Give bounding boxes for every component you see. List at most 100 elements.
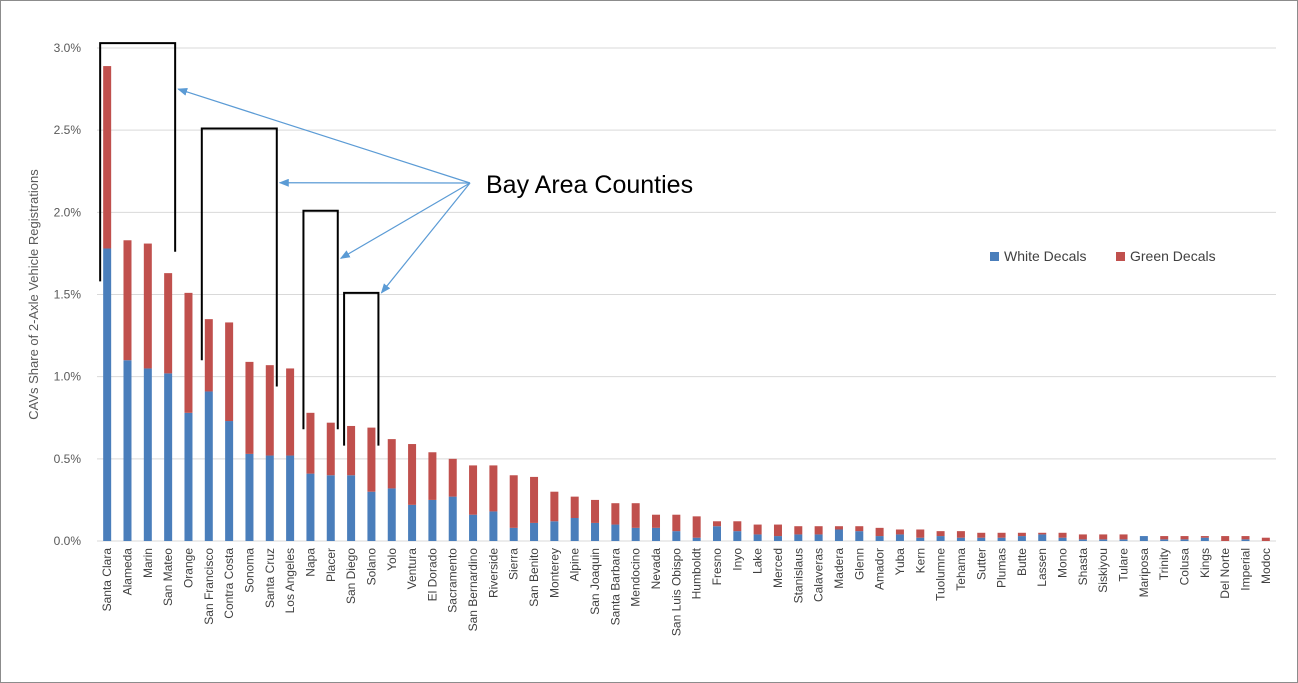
bar-green-yuba: [896, 529, 904, 534]
bar-white-ventura: [408, 505, 416, 541]
annotation-bay-area-counties: Bay Area Counties: [486, 171, 693, 199]
x-tick-label: Kings: [1198, 548, 1212, 578]
bar-white-los-angeles: [286, 456, 294, 541]
bar-white-marin: [144, 368, 152, 541]
bar-green-imperial: [1242, 536, 1250, 539]
bar-white-siskiyou: [1099, 539, 1107, 541]
bar-white-sutter: [977, 538, 985, 541]
x-tick-label: Napa: [303, 548, 317, 577]
x-tick-label: Inyo: [730, 548, 744, 571]
x-tick-label: Alameda: [120, 548, 134, 596]
x-tick-label: Tehama: [954, 548, 968, 591]
legend-label-green: Green Decals: [1130, 248, 1216, 264]
x-tick-label: Shasta: [1076, 548, 1090, 586]
bar-white-butte: [1018, 536, 1026, 541]
annotation-arrow-3: [341, 183, 470, 258]
bar-green-sonoma: [245, 362, 253, 454]
bar-white-imperial: [1242, 539, 1250, 541]
bar-green-fresno: [713, 521, 721, 526]
bar-white-trinity: [1160, 539, 1168, 541]
legend-swatch-green: [1116, 252, 1125, 261]
bar-white-stanislaus: [794, 534, 802, 541]
bar-white-inyo: [733, 531, 741, 541]
y-tick-label: 3.0%: [54, 41, 82, 55]
legend: White Decals Green Decals: [990, 248, 1216, 264]
x-tick-label: San Benito: [527, 548, 541, 607]
bracket-1: [100, 43, 175, 281]
x-tick-label: San Diego: [344, 548, 358, 604]
bar-white-sonoma: [245, 454, 253, 541]
x-tick-label: Siskiyou: [1096, 548, 1110, 593]
bar-white-yolo: [388, 488, 396, 541]
x-tick-label: Plumas: [995, 548, 1009, 588]
bar-green-san-bernardino: [469, 465, 477, 514]
x-tick-label: San Mateo: [161, 548, 175, 606]
x-tick-label: San Francisco: [202, 548, 216, 625]
x-tick-label: Santa Clara: [100, 548, 114, 612]
bar-white-sierra: [510, 528, 518, 541]
y-tick-label: 1.0%: [54, 370, 82, 384]
bar-green-napa: [306, 413, 314, 474]
bar-white-sacramento: [449, 497, 457, 541]
bar-white-mono: [1059, 538, 1067, 541]
x-tick-label: Stanislaus: [791, 548, 805, 603]
bar-white-san-benito: [530, 523, 538, 541]
bar-green-alpine: [571, 497, 579, 518]
bar-white-lake: [754, 534, 762, 541]
x-tick-label: Nevada: [649, 548, 663, 590]
bar-green-sacramento: [449, 459, 457, 497]
bar-white-kings: [1201, 538, 1209, 541]
x-tick-label: Sierra: [507, 548, 521, 580]
x-tick-label: El Dorado: [425, 548, 439, 602]
bars: [103, 66, 1270, 541]
bar-green-ventura: [408, 444, 416, 505]
x-axis-ticks: Santa Clara Alameda Marin San Mateo Orange Sa…: [100, 547, 1273, 636]
annotation-arrows: [178, 89, 470, 293]
bar-green-monterey: [550, 492, 558, 522]
bar-white-glenn: [855, 531, 863, 541]
x-tick-label: Monterey: [547, 548, 561, 598]
bar-green-santa-clara: [103, 66, 111, 248]
bar-green-san-benito: [530, 477, 538, 523]
annotation-arrow-1: [178, 89, 470, 183]
bar-green-nevada: [652, 515, 660, 528]
bar-white-santa-clara: [103, 248, 111, 541]
bar-white-plumas: [998, 538, 1006, 541]
bar-white-napa: [306, 474, 314, 541]
x-tick-label: Yolo: [385, 548, 399, 571]
x-tick-label: Mono: [1056, 548, 1070, 578]
x-tick-label: Trinity: [1157, 548, 1171, 580]
bar-white-alameda: [123, 360, 131, 541]
x-tick-label: Kern: [913, 548, 927, 573]
bar-white-solano: [367, 492, 375, 541]
bar-white-contra-costa: [225, 421, 233, 541]
bar-white-madera: [835, 529, 843, 541]
bar-white-riverside: [489, 511, 497, 541]
bar-green-calaveras: [815, 526, 823, 534]
x-tick-label: San Bernardino: [466, 548, 480, 632]
bar-white-merced: [774, 536, 782, 541]
x-tick-label: Imperial: [1239, 548, 1253, 591]
y-tick-label: 2.0%: [54, 205, 82, 219]
x-tick-label: Amador: [873, 548, 887, 590]
bar-white-mariposa: [1140, 536, 1148, 541]
legend-swatch-white: [990, 252, 999, 261]
x-tick-label: Los Angeles: [283, 548, 297, 613]
x-tick-label: Del Norte: [1218, 548, 1232, 599]
bar-green-tulare: [1120, 534, 1128, 539]
x-tick-label: Alpine: [568, 548, 582, 582]
bar-green-santa-barbara: [611, 503, 619, 524]
bar-green-amador: [876, 528, 884, 536]
x-tick-label: Orange: [181, 548, 195, 588]
bar-white-san-luis-obispo: [672, 531, 680, 541]
x-tick-label: Colusa: [1178, 548, 1192, 586]
legend-label-white: White Decals: [1004, 248, 1086, 264]
y-tick-label: 0.0%: [54, 534, 82, 548]
y-tick-label: 0.5%: [54, 452, 82, 466]
x-tick-label: San Luis Obispo: [669, 548, 683, 636]
y-tick-label: 2.5%: [54, 123, 82, 137]
x-tick-label: Tuolumne: [934, 548, 948, 601]
x-tick-label: Calaveras: [812, 548, 826, 602]
bar-green-kern: [916, 529, 924, 537]
bar-green-mono: [1059, 533, 1067, 538]
